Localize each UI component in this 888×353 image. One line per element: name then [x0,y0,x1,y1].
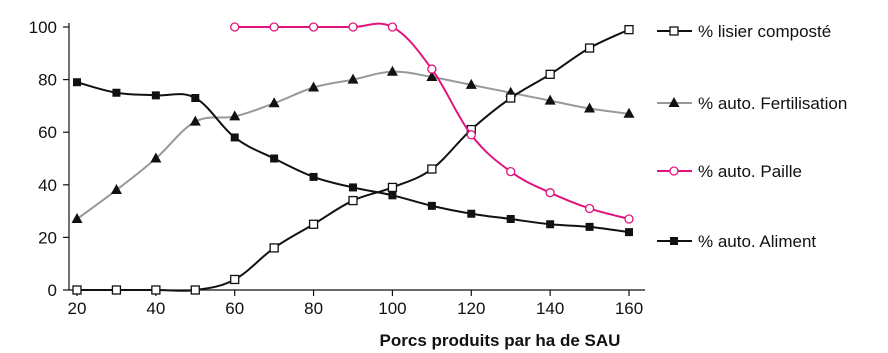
data-point [270,154,279,163]
legend-label: % lisier composté [698,22,831,41]
data-point [308,81,320,92]
y-tick-label: 40 [38,176,57,195]
data-point [546,220,555,229]
data-point [348,195,358,206]
data-point [585,222,594,231]
legend-item: % auto. Aliment [657,232,816,251]
series-auto-fertilisation [71,65,635,223]
x-tick-label: 40 [146,299,165,318]
x-tick-label: 80 [304,299,323,318]
data-point [465,78,477,89]
x-axis-label: Porcs produits par ha de SAU [380,331,621,350]
data-point [349,183,357,192]
legend-marker [669,26,679,36]
data-point [624,214,634,224]
y-tick-label: 0 [48,281,57,300]
data-point [269,243,279,253]
series-line [234,22,630,220]
data-point [72,285,82,295]
data-point [544,94,556,105]
data-point [308,22,319,32]
data-point [348,22,358,32]
x-tick-label: 160 [615,299,643,318]
series-lisier-compost [72,24,634,295]
y-tick-label: 60 [38,123,57,142]
data-point [230,133,239,142]
data-point [151,285,161,295]
series-auto-paille [230,22,634,224]
data-point [545,69,555,79]
data-point [584,102,596,113]
data-point [427,201,436,210]
data-point [584,203,595,214]
data-point [71,212,83,223]
data-point [229,110,241,121]
legend-label: % auto. Aliment [698,232,816,251]
data-point [506,166,516,177]
legend-label: % auto. Paille [698,162,802,181]
data-point [73,78,81,87]
data-point [309,172,318,181]
legend: % lisier composté % auto. Fertilisation % … [657,22,847,251]
data-point [191,94,200,103]
data-point [388,191,397,200]
data-point [150,152,162,163]
y-ticks: 0 20 40 60 80 100 [29,18,69,300]
data-point [584,43,595,53]
data-point [111,285,122,295]
x-tick-label: 140 [536,299,564,318]
data-point [387,182,398,193]
data-point [625,228,633,237]
series-auto-aliment [73,78,633,237]
y-tick-label: 20 [38,228,57,247]
data-point [308,219,319,229]
data-point [151,91,160,100]
y-tick-label: 80 [38,71,57,90]
data-point [386,65,398,76]
data-point [506,214,515,223]
data-point [427,64,437,74]
data-point [268,97,280,108]
data-point [230,274,240,285]
data-point [110,184,122,195]
series-group [71,22,635,295]
data-point [623,107,635,118]
series-line [76,81,630,234]
y-tick-label: 100 [29,18,57,37]
data-point [189,115,201,126]
data-point [506,93,516,103]
x-tick-label: 60 [225,299,244,318]
data-point [545,188,555,198]
legend-marker [669,166,679,176]
data-point [466,130,476,140]
legend-label: % auto. Fertilisation [698,94,847,113]
x-tick-label: 120 [457,299,485,318]
data-point [190,285,200,295]
x-tick-label: 20 [68,299,87,318]
data-point [387,22,398,32]
data-point [112,88,121,97]
legend-item: % auto. Paille [657,162,802,181]
data-point [427,164,437,174]
data-point [347,73,359,84]
legend-item: % lisier composté [657,22,831,41]
legend-marker [668,97,680,107]
data-point [230,22,240,32]
x-tick-label: 100 [378,299,406,318]
legend-item: % auto. Fertilisation [657,94,847,113]
data-point [269,22,279,32]
legend-marker [670,237,678,245]
data-point [624,24,634,35]
data-point [426,70,438,81]
data-point [467,209,476,218]
x-ticks: 20 40 60 80 100 120 140 160 [68,290,643,318]
